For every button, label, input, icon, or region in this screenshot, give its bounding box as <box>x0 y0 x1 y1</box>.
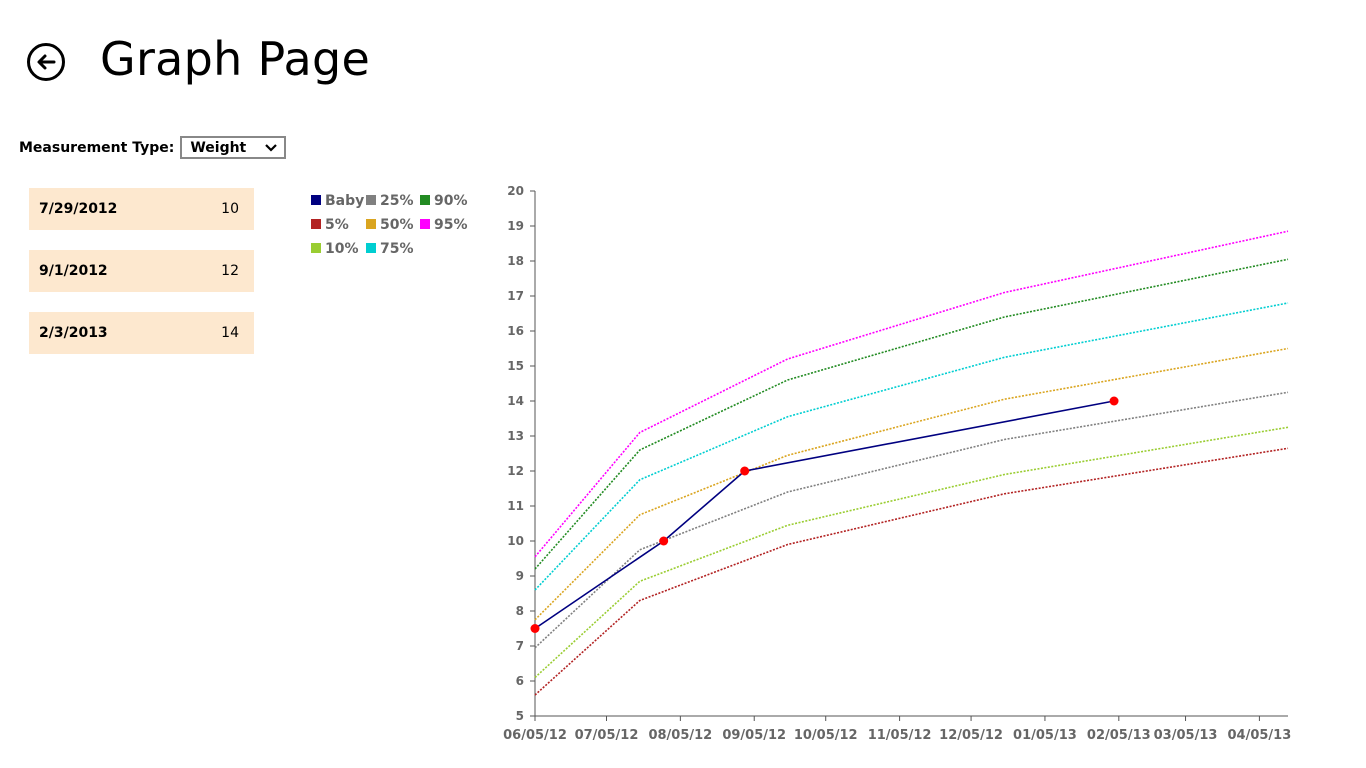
series-line-95pct <box>534 230 1289 558</box>
measurement-list: 7/29/2012 10 9/1/2012 12 2/3/2013 14 <box>29 188 254 374</box>
x-tick-label: 02/05/13 <box>1087 728 1151 743</box>
legend-label: 5% <box>325 217 349 233</box>
list-item[interactable]: 7/29/2012 10 <box>29 188 254 230</box>
legend-swatch <box>311 195 321 205</box>
data-point <box>659 536 669 546</box>
legend-label: 25% <box>380 193 414 209</box>
y-tick-label: 10 <box>507 534 524 548</box>
legend-swatch <box>366 243 376 253</box>
y-tick-label: 7 <box>516 639 524 653</box>
series-line-90pct <box>534 258 1289 570</box>
entry-date: 9/1/2012 <box>39 263 108 279</box>
x-tick-label: 03/05/13 <box>1154 728 1218 743</box>
measurement-type-value: Weight <box>190 139 247 156</box>
data-point <box>530 624 540 633</box>
y-tick-label: 15 <box>507 359 524 373</box>
legend-label: 10% <box>325 241 359 257</box>
y-tick-label: 20 <box>507 184 524 198</box>
series-line-50pct <box>534 347 1289 621</box>
series-line-10pct <box>534 426 1289 679</box>
legend-label: Baby <box>325 193 364 209</box>
entry-date: 7/29/2012 <box>39 201 118 217</box>
chevron-down-icon <box>265 143 278 152</box>
list-item[interactable]: 2/3/2013 14 <box>29 312 254 354</box>
arrow-left-icon <box>37 54 56 70</box>
data-point <box>1109 396 1119 406</box>
series-line-25pct <box>534 391 1289 649</box>
y-tick-label: 11 <box>507 499 524 513</box>
legend-label: 90% <box>434 193 468 209</box>
legend-swatch <box>366 195 376 205</box>
y-tick-label: 6 <box>516 674 524 688</box>
legend-swatch <box>366 219 376 229</box>
y-tick-label: 9 <box>516 569 524 583</box>
entry-date: 2/3/2013 <box>39 325 108 341</box>
y-tick-label: 8 <box>516 604 524 618</box>
legend-label: 50% <box>380 217 414 233</box>
y-tick-label: 16 <box>507 324 524 338</box>
x-tick-label: 10/05/12 <box>794 728 858 743</box>
entry-value: 14 <box>221 325 239 341</box>
x-tick-label: 07/05/12 <box>575 728 639 743</box>
entry-value: 10 <box>221 201 239 217</box>
x-tick-label: 11/05/12 <box>868 728 932 743</box>
series-line-75pct <box>534 302 1289 591</box>
legend-swatch <box>311 243 321 253</box>
legend-swatch <box>420 219 430 229</box>
measurement-type-row: Measurement Type: Weight <box>19 136 287 159</box>
y-tick-label: 12 <box>507 464 524 478</box>
measurement-type-label: Measurement Type: <box>19 139 175 156</box>
x-tick-label: 09/05/12 <box>722 728 786 743</box>
x-tick-label: 08/05/12 <box>648 728 712 743</box>
series-line-5pct <box>534 447 1289 696</box>
legend-swatch <box>311 219 321 229</box>
y-tick-label: 17 <box>507 289 524 303</box>
legend-label: 95% <box>434 217 468 233</box>
list-item[interactable]: 9/1/2012 12 <box>29 250 254 292</box>
x-tick-label: 12/05/12 <box>939 728 1003 743</box>
series-line-baby <box>534 400 1115 630</box>
y-tick-label: 13 <box>507 429 524 443</box>
y-tick-label: 14 <box>507 394 524 408</box>
legend-swatch <box>420 195 430 205</box>
back-button[interactable] <box>27 43 65 81</box>
x-tick-label: 06/05/12 <box>503 728 567 743</box>
legend-label: 75% <box>380 241 414 257</box>
data-point <box>740 466 750 476</box>
y-tick-label: 18 <box>507 254 524 268</box>
page-title: Graph Page <box>100 32 371 86</box>
measurement-type-select[interactable]: Weight <box>180 136 287 159</box>
y-tick-label: 19 <box>507 219 524 233</box>
entry-value: 12 <box>221 263 239 279</box>
y-tick-label: 5 <box>516 709 524 723</box>
x-tick-label: 01/05/13 <box>1013 728 1077 743</box>
x-tick-label: 04/05/13 <box>1228 728 1292 743</box>
